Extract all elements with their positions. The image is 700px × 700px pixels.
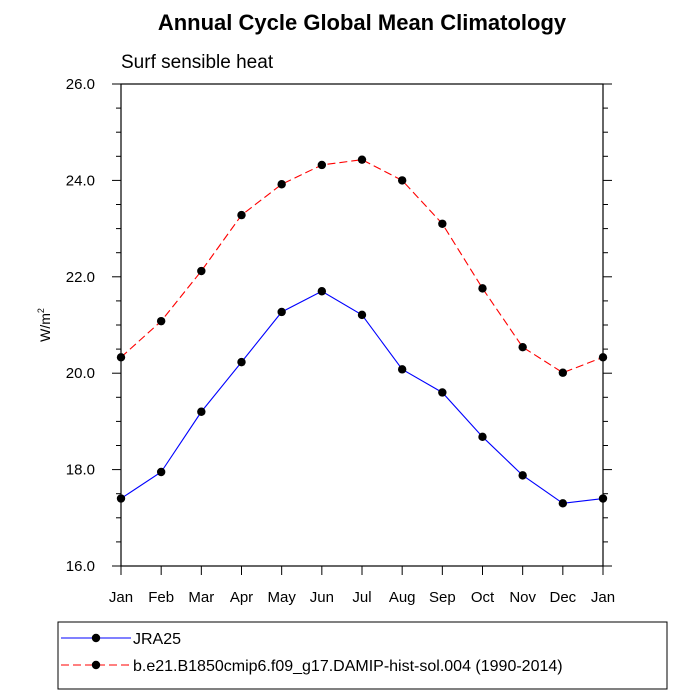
legend-marker-2	[91, 660, 101, 670]
series-2-point	[518, 342, 527, 352]
series-2-point	[598, 353, 608, 362]
legend-marker-1	[91, 633, 101, 643]
series-2-point	[317, 160, 327, 170]
series-1-point	[357, 310, 367, 320]
series-1-point	[598, 494, 608, 503]
series-2-point	[478, 284, 487, 293]
x-tick-label: Apr	[230, 589, 253, 606]
legend: JRA25 b.e21.B1850cmip6.f09_g17.DAMIP-hist…	[57, 621, 668, 690]
x-tick-label: Jun	[310, 589, 334, 606]
series-1-point	[237, 357, 246, 367]
series-2-point	[197, 266, 206, 276]
series-1-point	[558, 499, 568, 508]
x-axis: Jan Feb Mar Apr May Jun Jul Aug Sep Oct Nov Dec Jan	[109, 566, 615, 606]
series-1-point	[397, 365, 407, 374]
series-1-point	[478, 432, 487, 442]
legend-label-1: JRA25	[133, 631, 181, 648]
y-tick-label: 22.0	[66, 269, 95, 286]
legend-label-2: b.e21.B1850cmip6.f09_g17.DAMIP-hist-sol.…	[133, 658, 563, 675]
series-2-point	[438, 219, 447, 228]
series-2-point	[156, 316, 166, 326]
series-1-point	[277, 307, 286, 317]
series-2-point	[357, 155, 367, 164]
x-tick-label: Aug	[389, 589, 416, 606]
series-1-point	[197, 407, 206, 416]
x-tick-label: Oct	[471, 589, 495, 606]
series-2-point	[116, 353, 126, 362]
series-line-2	[120, 159, 604, 374]
y-axis-label-base: W/m	[37, 313, 53, 342]
y-axis: 16.0 18.0 20.0 22.0 24.0 26.0	[66, 76, 612, 575]
y-tick-label: 16.0	[66, 558, 95, 575]
series-1-point	[156, 467, 166, 477]
x-tick-label: Jul	[352, 589, 371, 606]
series-2-point	[558, 368, 568, 377]
series-1-point	[317, 287, 327, 296]
x-tick-label: Jan	[591, 589, 615, 606]
legend-box	[57, 621, 668, 690]
x-tick-label: Nov	[509, 589, 536, 606]
y-tick-label: 26.0	[66, 76, 95, 93]
y-axis-label-superscript: 2	[36, 308, 46, 313]
x-tick-label: May	[267, 589, 296, 606]
series-2-point	[237, 210, 246, 220]
x-tick-label: Dec	[549, 589, 576, 606]
series-2-point	[397, 176, 407, 185]
chart-subtitle: Surf sensible heat	[121, 52, 274, 73]
x-tick-label: Feb	[148, 589, 174, 606]
series-1-point	[438, 388, 447, 397]
x-tick-label: Mar	[188, 589, 214, 606]
y-axis-label: W/m2	[36, 308, 53, 342]
y-tick-label: 18.0	[66, 462, 95, 479]
series-line-1	[120, 290, 604, 504]
series-1-point	[518, 471, 527, 480]
y-tick-label: 24.0	[66, 172, 95, 189]
series-layer	[116, 155, 608, 508]
series-1-point	[116, 494, 126, 503]
series-2-point	[277, 180, 286, 189]
chart-title: Annual Cycle Global Mean Climatology	[158, 10, 567, 35]
x-tick-label: Jan	[109, 589, 133, 606]
y-tick-label: 20.0	[66, 365, 95, 382]
x-tick-label: Sep	[429, 589, 456, 606]
